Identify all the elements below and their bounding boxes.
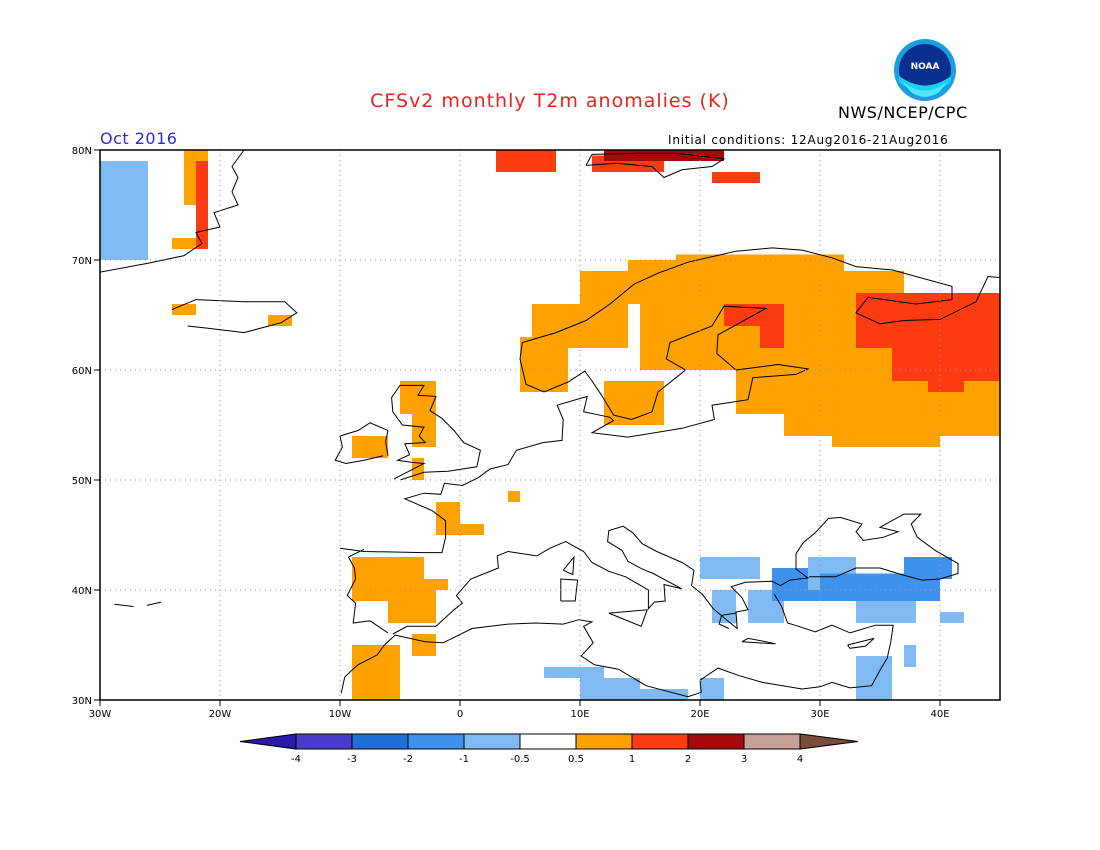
anomaly-cell bbox=[712, 172, 760, 183]
coastline bbox=[392, 513, 959, 635]
anomaly-cell bbox=[940, 612, 964, 623]
anomaly-cell bbox=[544, 667, 604, 678]
coastline bbox=[847, 637, 875, 649]
lon-label: 40E bbox=[930, 709, 949, 720]
lon-label: 30W bbox=[89, 709, 112, 720]
anomaly-cell bbox=[412, 403, 436, 447]
lat-label: 80N bbox=[72, 146, 92, 157]
coastline bbox=[114, 603, 134, 607]
longitude-labels: 30W 20W 10W 0 10E 20E 30E 40E bbox=[89, 709, 950, 720]
colorbar-swatch bbox=[519, 733, 577, 750]
colorbar-label: -1 bbox=[459, 754, 469, 765]
anomaly-fill-layer bbox=[100, 150, 1000, 700]
lat-label: 70N bbox=[72, 256, 92, 267]
axis-ticks bbox=[94, 149, 941, 706]
colorbar-swatch bbox=[743, 733, 801, 750]
anomaly-cell bbox=[412, 634, 436, 656]
coastline bbox=[99, 149, 245, 273]
anomaly-cell bbox=[496, 150, 556, 172]
noaa-logo: NOAA bbox=[894, 39, 956, 101]
coastline bbox=[340, 594, 894, 698]
colorbar-label: -2 bbox=[403, 754, 413, 765]
lat-label: 40N bbox=[72, 586, 92, 597]
coastline bbox=[608, 609, 648, 627]
lon-label: 10W bbox=[329, 709, 352, 720]
anomaly-cell bbox=[700, 557, 760, 579]
colorbar-swatch bbox=[463, 733, 521, 750]
coastline bbox=[718, 612, 737, 629]
anomaly-cell bbox=[388, 590, 436, 623]
coastline bbox=[585, 152, 726, 179]
anomaly-cell bbox=[580, 678, 640, 700]
colorbar-swatch bbox=[687, 733, 745, 750]
colorbar-label: 1 bbox=[629, 754, 635, 765]
colorbar-swatch bbox=[631, 733, 689, 750]
anomaly-cell bbox=[856, 601, 916, 623]
coastline bbox=[560, 578, 579, 602]
anomaly-cell bbox=[832, 414, 940, 447]
anomaly-cell bbox=[628, 689, 688, 700]
anomaly-cell bbox=[904, 645, 916, 667]
anomaly-cell bbox=[700, 678, 724, 700]
coastline-layer bbox=[99, 149, 1001, 698]
coastline bbox=[391, 384, 481, 481]
map-frame bbox=[99, 149, 1001, 701]
chart-title: CFSv2 monthly T2m anomalies (K) bbox=[370, 90, 730, 112]
anomaly-cell bbox=[352, 436, 388, 458]
coastline bbox=[339, 247, 1001, 554]
anomaly-cell bbox=[856, 656, 892, 700]
anomaly-cell bbox=[928, 370, 964, 392]
colorbar-swatch bbox=[351, 733, 409, 750]
colorbar-labels: -4 -3 -2 -1 -0.5 0.5 1 2 3 4 bbox=[291, 754, 803, 765]
lon-label: 20E bbox=[690, 709, 709, 720]
coastline bbox=[171, 299, 298, 334]
colorbar-label: -0.5 bbox=[510, 754, 530, 765]
lat-label: 30N bbox=[72, 696, 92, 707]
colorbar-label: -4 bbox=[291, 754, 301, 765]
initial-conditions: Initial conditions: 12Aug2016-21Aug2016 bbox=[668, 133, 949, 147]
lon-label: 30E bbox=[810, 709, 829, 720]
anomaly-cell bbox=[460, 524, 484, 535]
colorbar-min-arrow bbox=[239, 733, 297, 750]
lon-label: 10E bbox=[570, 709, 589, 720]
coastline bbox=[346, 548, 389, 634]
colorbar-label: 2 bbox=[685, 754, 691, 765]
anomaly-cell bbox=[508, 491, 520, 502]
latitude-labels: 30N 40N 50N 60N 70N 80N bbox=[72, 146, 92, 707]
colorbar-label: 4 bbox=[797, 754, 803, 765]
colorbar bbox=[239, 733, 859, 750]
coastline bbox=[146, 601, 162, 606]
gridlines bbox=[100, 150, 1000, 700]
anomaly-cell bbox=[904, 557, 952, 579]
lon-label: 20W bbox=[209, 709, 232, 720]
anomaly-cell bbox=[424, 579, 448, 590]
anomaly-cell bbox=[604, 381, 664, 425]
agency-label: NWS/NCEP/CPC bbox=[838, 103, 968, 122]
anomaly-cell bbox=[352, 645, 400, 700]
anomaly-cell bbox=[760, 315, 784, 348]
lat-label: 50N bbox=[72, 476, 92, 487]
forecast-month: Oct 2016 bbox=[100, 129, 178, 148]
colorbar-label: 3 bbox=[741, 754, 747, 765]
anomaly-cell bbox=[172, 304, 196, 315]
colorbar-max-arrow bbox=[799, 733, 859, 750]
colorbar-label: 0.5 bbox=[568, 754, 584, 765]
anomaly-cell bbox=[100, 161, 148, 260]
anomaly-cell bbox=[196, 161, 208, 249]
colorbar-swatch bbox=[407, 733, 465, 750]
colorbar-swatch bbox=[295, 733, 353, 750]
coastline bbox=[562, 555, 575, 576]
colorbar-swatch bbox=[575, 733, 633, 750]
anomaly-cell bbox=[604, 150, 724, 161]
noaa-logo-text: NOAA bbox=[911, 62, 940, 72]
lon-label: 0 bbox=[457, 709, 463, 720]
coastline bbox=[741, 637, 776, 645]
lat-label: 60N bbox=[72, 366, 92, 377]
anomaly-cell bbox=[436, 502, 460, 535]
anomaly-cell bbox=[172, 238, 196, 249]
anomaly-cell bbox=[268, 315, 292, 326]
colorbar-label: -3 bbox=[347, 754, 357, 765]
